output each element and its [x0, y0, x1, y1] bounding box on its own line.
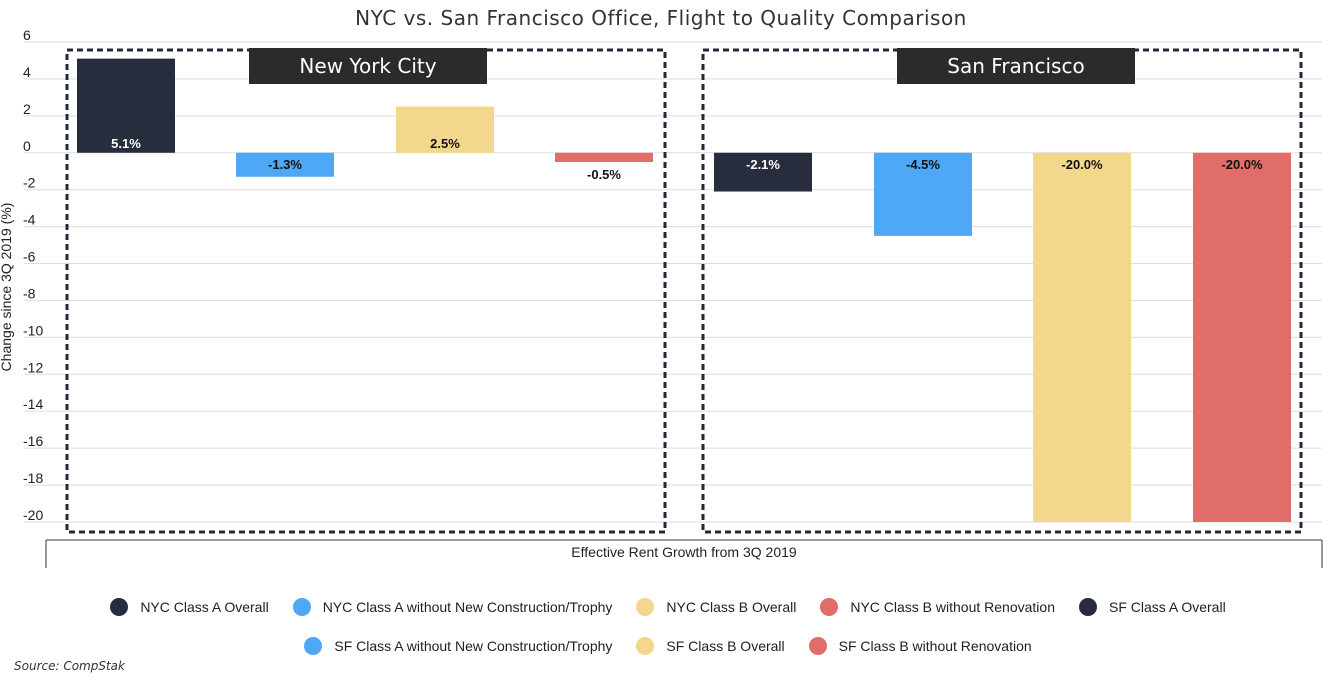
bar-value-label: -4.5% — [906, 157, 940, 172]
y-tick-label: -2 — [23, 175, 36, 191]
y-tick-label: -4 — [23, 212, 36, 228]
y-axis-label: Change since 3Q 2019 (%) — [0, 203, 14, 372]
y-tick-label: -18 — [23, 470, 43, 486]
bar — [555, 152, 653, 162]
panel-title-box — [897, 48, 1135, 84]
legend-item[interactable]: NYC Class B without Renovation — [820, 598, 1055, 616]
bar-value-label: -20.0% — [1061, 157, 1103, 172]
y-tick-label: 6 — [23, 27, 31, 43]
chart-title: NYC vs. San Francisco Office, Flight to … — [355, 6, 967, 30]
bar-labels: 5.1% -1.3% 2.5% -0.5% -2.1% -4.5% -20.0% -20.0% — [111, 136, 1263, 182]
y-tick-label: 0 — [23, 138, 31, 154]
bar — [1033, 152, 1131, 522]
y-tick-label: 2 — [23, 101, 31, 117]
panels: New York City San Francisco — [65, 48, 1303, 534]
bar-value-label: -2.1% — [746, 157, 780, 172]
legend-item[interactable]: NYC Class A Overall — [110, 598, 269, 616]
y-tick-label: -10 — [23, 322, 43, 338]
legend-swatch-icon — [808, 637, 827, 655]
bar — [874, 152, 972, 236]
panel-title: San Francisco — [947, 54, 1084, 78]
bar — [236, 152, 334, 177]
bar — [77, 58, 175, 153]
legend-label: NYC Class B Overall — [666, 599, 797, 615]
legend-item[interactable]: NYC Class A without New Construction/Tro… — [292, 598, 613, 616]
y-tick-label: 4 — [23, 64, 31, 80]
legend-item[interactable]: NYC Class B Overall — [636, 598, 796, 616]
legend-label: SF Class A without New Construction/Trop… — [334, 638, 613, 654]
y-tick-label: -8 — [23, 285, 36, 301]
panel-title: New York City — [299, 54, 436, 78]
legend-swatch-icon — [820, 598, 839, 616]
bar — [714, 152, 812, 192]
legend-label: NYC Class A Overall — [140, 599, 269, 615]
bar-value-label: -0.5% — [587, 167, 621, 182]
legend-item[interactable]: SF Class B without Renovation — [808, 637, 1032, 655]
legend-label: SF Class B without Renovation — [838, 638, 1032, 654]
legend-item[interactable]: SF Class A without New Construction/Trop… — [304, 637, 612, 655]
bar-value-label: -20.0% — [1221, 157, 1263, 172]
panel-title-box — [249, 48, 487, 84]
legend-label: NYC Class A without New Construction/Tro… — [322, 599, 613, 615]
legend-item[interactable]: SF Class A Overall — [1078, 598, 1226, 616]
legend-label: NYC Class B without Renovation — [850, 599, 1055, 615]
legend-row: SF Class A without New Construction/Trop… — [0, 631, 1336, 661]
bars — [77, 58, 1291, 522]
source-note: Source: CompStak — [14, 659, 125, 673]
legend: NYC Class A Overall NYC Class A without N… — [0, 592, 1336, 670]
y-tick-label: -12 — [23, 359, 43, 375]
bar — [1193, 152, 1291, 522]
y-tick-label: -14 — [23, 396, 43, 412]
legend-swatch-icon — [292, 598, 311, 616]
legend-label: SF Class B Overall — [666, 638, 785, 654]
bar-value-label: -1.3% — [268, 157, 302, 172]
chart: NYC vs. San Francisco Office, Flight to … — [0, 6, 1323, 568]
legend-swatch-icon — [636, 637, 655, 655]
legend-item[interactable]: SF Class B Overall — [636, 637, 785, 655]
bar — [396, 106, 494, 153]
y-tick-label: -6 — [23, 249, 36, 265]
bar-value-label: 5.1% — [111, 136, 141, 151]
legend-swatch-icon — [636, 598, 655, 616]
y-tick-label: -20 — [23, 507, 43, 523]
legend-row: NYC Class A Overall NYC Class A without N… — [0, 592, 1336, 622]
legend-swatch-icon — [1078, 598, 1097, 616]
y-tick-label: -16 — [23, 433, 43, 449]
x-axis-label: Effective Rent Growth from 3Q 2019 — [571, 544, 797, 560]
legend-label: SF Class A Overall — [1108, 599, 1226, 615]
legend-swatch-icon — [110, 598, 129, 616]
bar-value-label: 2.5% — [430, 136, 460, 151]
y-tick-labels: 6 4 2 0 -2 -4 -6 -8 -10 -12 -14 -16 -18 -20 — [23, 27, 43, 523]
legend-swatch-icon — [304, 637, 323, 655]
